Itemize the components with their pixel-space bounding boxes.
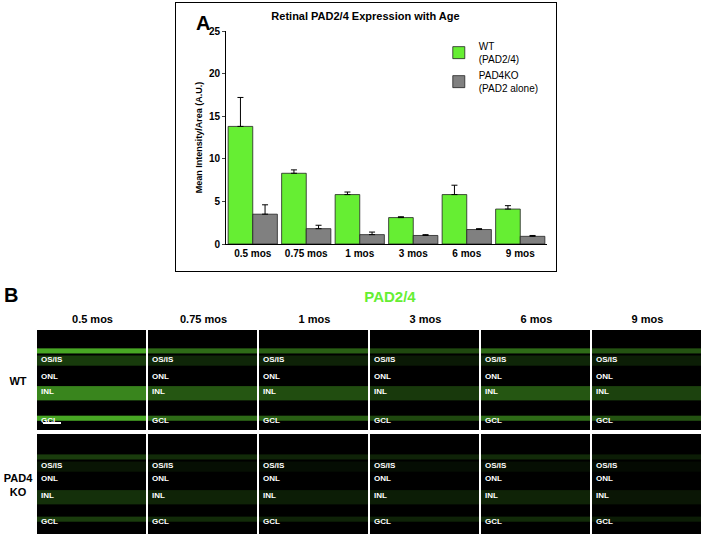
svg-text:INL: INL (374, 491, 387, 500)
svg-text:5: 5 (214, 196, 220, 207)
svg-text:ONL: ONL (263, 474, 280, 483)
svg-text:PAD4KO(PAD2 alone): PAD4KO(PAD2 alone) (479, 70, 538, 94)
svg-text:15: 15 (209, 111, 221, 122)
svg-text:GCL: GCL (263, 517, 280, 526)
svg-text:INL: INL (485, 387, 498, 396)
svg-text:A: A (196, 12, 210, 34)
svg-text:OS/IS: OS/IS (596, 461, 618, 470)
svg-text:1 mos: 1 mos (345, 248, 374, 259)
svg-text:B: B (4, 284, 18, 306)
svg-text:OS/IS: OS/IS (263, 355, 285, 364)
svg-text:INL: INL (152, 491, 165, 500)
svg-text:3 mos: 3 mos (410, 313, 442, 325)
svg-text:PAD4: PAD4 (4, 472, 33, 484)
svg-text:WT: WT (9, 375, 26, 387)
svg-text:3 mos: 3 mos (399, 248, 428, 259)
svg-text:OS/IS: OS/IS (374, 355, 396, 364)
svg-text:GCL: GCL (41, 517, 58, 526)
svg-text:ONL: ONL (374, 474, 391, 483)
svg-text:WT(PAD2/4): WT(PAD2/4) (479, 41, 519, 65)
svg-text:ONL: ONL (374, 372, 391, 381)
svg-text:INL: INL (374, 387, 387, 396)
svg-text:6 mos: 6 mos (452, 248, 481, 259)
svg-text:Retinal PAD2/4 Expression with: Retinal PAD2/4 Expression with Age (271, 10, 459, 22)
svg-text:KO: KO (10, 486, 27, 498)
svg-text:ONL: ONL (152, 372, 169, 381)
svg-text:1 mos: 1 mos (299, 313, 331, 325)
svg-text:OS/IS: OS/IS (485, 461, 507, 470)
svg-text:INL: INL (152, 387, 165, 396)
svg-text:OS/IS: OS/IS (263, 461, 285, 470)
svg-text:GCL: GCL (485, 416, 502, 425)
svg-text:9 mos: 9 mos (506, 248, 535, 259)
svg-text:OS/IS: OS/IS (41, 461, 63, 470)
svg-text:OS/IS: OS/IS (152, 461, 174, 470)
svg-text:10: 10 (209, 153, 221, 164)
svg-text:INL: INL (485, 491, 498, 500)
svg-text:PAD2/4: PAD2/4 (364, 288, 416, 305)
svg-text:ONL: ONL (152, 474, 169, 483)
svg-text:INL: INL (41, 491, 54, 500)
svg-text:GCL: GCL (596, 416, 613, 425)
svg-text:OS/IS: OS/IS (596, 355, 618, 364)
svg-text:Mean Intensity/Area (A.U.): Mean Intensity/Area (A.U.) (194, 82, 204, 194)
svg-text:GCL: GCL (152, 517, 169, 526)
svg-text:6 mos: 6 mos (521, 313, 553, 325)
svg-text:OS/IS: OS/IS (374, 461, 396, 470)
svg-text:0: 0 (214, 239, 220, 250)
svg-text:GCL: GCL (485, 517, 502, 526)
svg-text:ONL: ONL (485, 372, 502, 381)
svg-text:0.75 mos: 0.75 mos (180, 313, 227, 325)
svg-text:INL: INL (263, 387, 276, 396)
svg-text:INL: INL (596, 387, 609, 396)
svg-text:ONL: ONL (41, 372, 58, 381)
svg-text:GCL: GCL (596, 517, 613, 526)
svg-text:ONL: ONL (263, 372, 280, 381)
svg-text:INL: INL (263, 491, 276, 500)
svg-text:0.5 mos: 0.5 mos (234, 248, 272, 259)
svg-text:20: 20 (209, 68, 221, 79)
svg-text:ONL: ONL (41, 474, 58, 483)
svg-text:GCL: GCL (374, 517, 391, 526)
svg-text:GCL: GCL (374, 416, 391, 425)
svg-text:OS/IS: OS/IS (41, 355, 63, 364)
svg-text:0.5 mos: 0.5 mos (72, 313, 113, 325)
svg-text:GCL: GCL (41, 415, 58, 425)
svg-text:ONL: ONL (485, 474, 502, 483)
svg-text:INL: INL (596, 491, 609, 500)
svg-text:INL: INL (41, 387, 54, 396)
svg-text:9 mos: 9 mos (632, 313, 664, 325)
svg-text:GCL: GCL (152, 416, 169, 425)
svg-text:GCL: GCL (263, 416, 280, 425)
svg-text:ONL: ONL (596, 372, 613, 381)
svg-text:OS/IS: OS/IS (152, 355, 174, 364)
svg-text:25: 25 (209, 26, 221, 37)
svg-text:0.75 mos: 0.75 mos (285, 248, 328, 259)
svg-text:OS/IS: OS/IS (485, 355, 507, 364)
svg-text:ONL: ONL (596, 474, 613, 483)
